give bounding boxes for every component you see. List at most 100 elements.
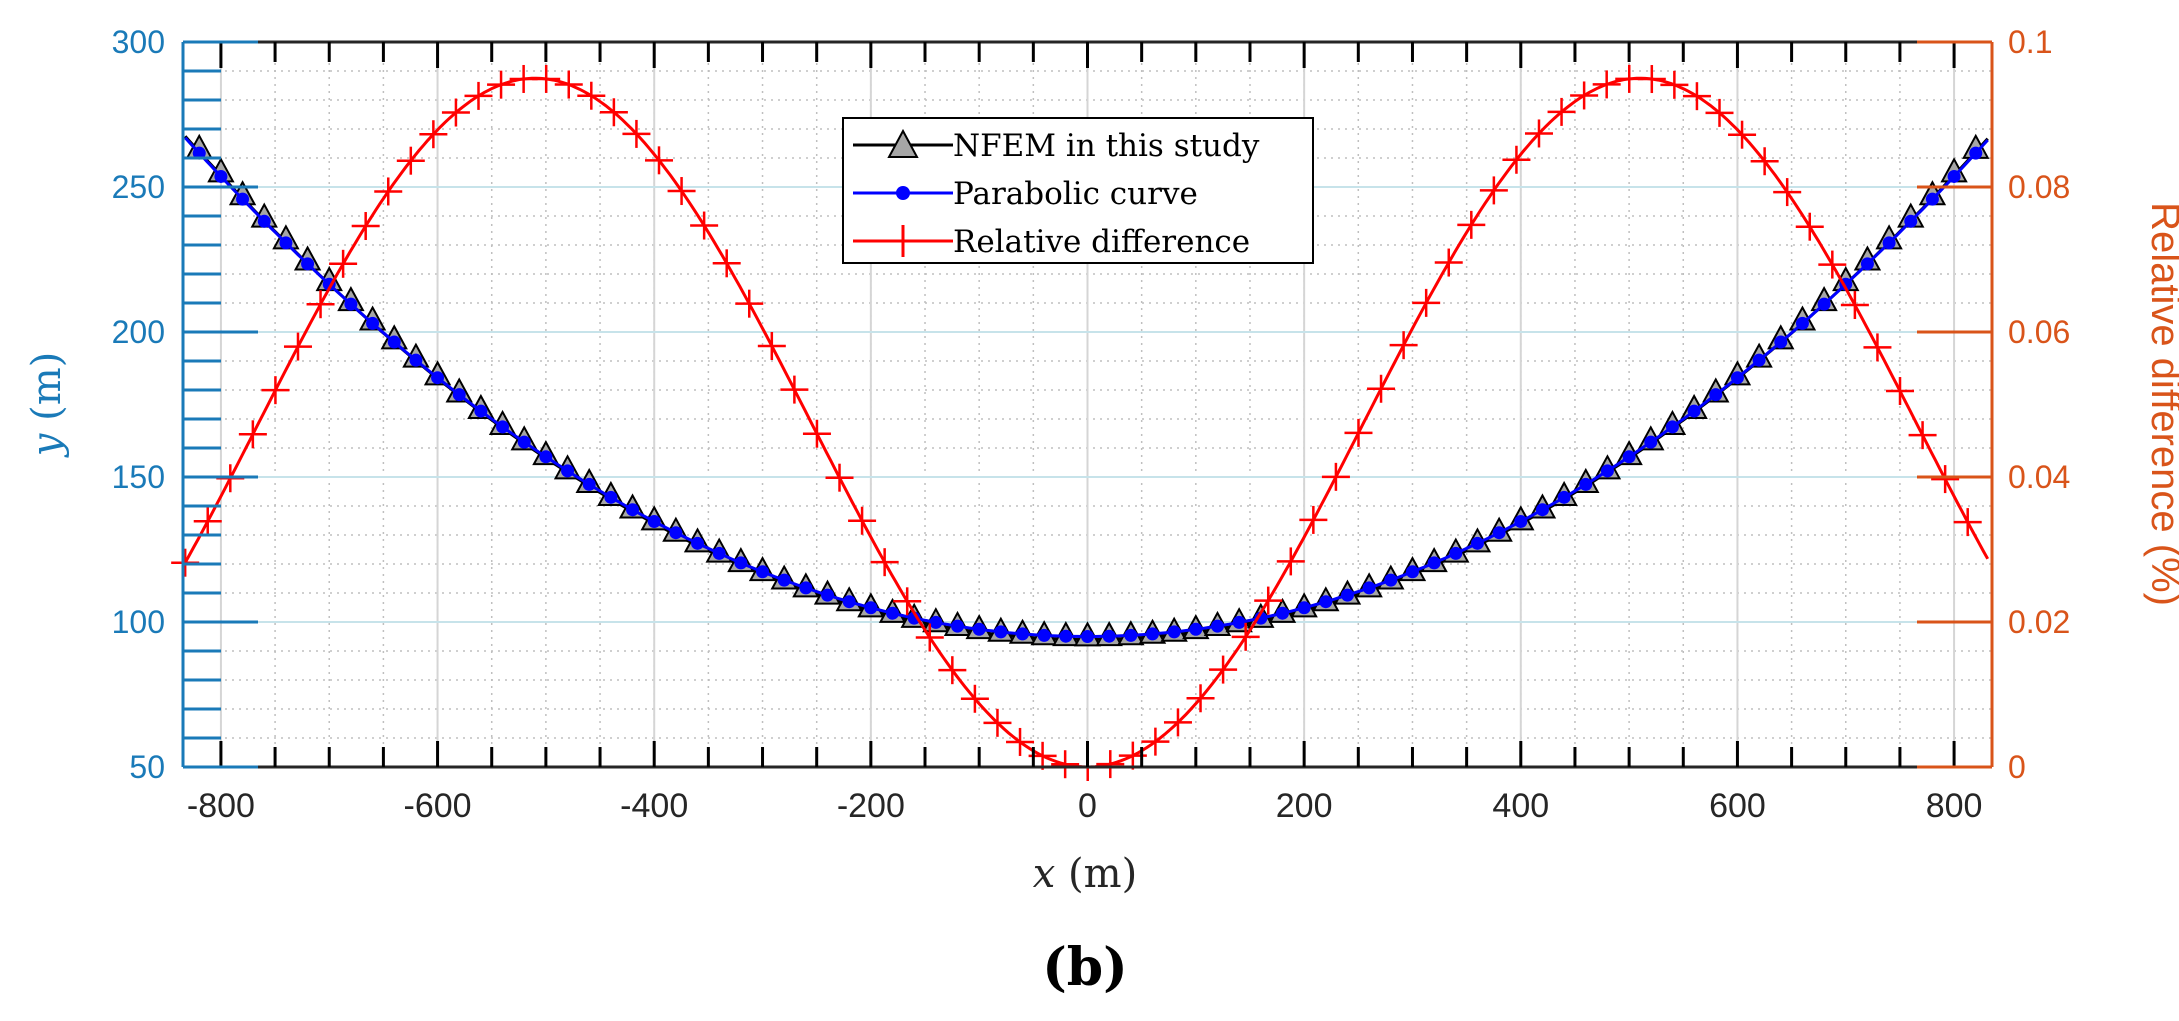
legend-label-nfem: NFEM in this study (953, 128, 1260, 164)
parabolic-marker (1687, 404, 1701, 418)
parabolic-marker (1882, 236, 1896, 250)
parabolic-marker (734, 556, 748, 570)
parabolic-marker (409, 353, 423, 367)
parabolic-marker (1405, 565, 1419, 579)
parabolic-marker (1427, 556, 1441, 570)
parabolic-marker (1709, 388, 1723, 402)
y-left-tick-label: 50 (129, 749, 165, 785)
parabolic-marker (1535, 503, 1549, 517)
parabolic-marker (1925, 192, 1939, 206)
parabolic-marker (1492, 526, 1506, 540)
parabolic-marker (1319, 595, 1333, 609)
parabolic-marker (1969, 146, 1983, 160)
y-left-tick-label: 300 (112, 24, 165, 60)
parabolic-marker (1232, 615, 1246, 629)
parabolic-marker (1470, 536, 1484, 550)
parabolic-marker (582, 477, 596, 491)
parabolic-marker (1795, 316, 1809, 330)
parabolic-marker (1557, 490, 1571, 504)
parabolic-marker (517, 435, 531, 449)
parabolic-marker (1145, 627, 1159, 641)
parabolic-marker (1904, 214, 1918, 228)
legend-box (842, 117, 1314, 264)
y-right-tick-label: 0.04 (2008, 459, 2070, 495)
x-tick-label: -600 (404, 787, 472, 825)
parabolic-marker (496, 420, 510, 434)
parabolic-marker (1102, 629, 1116, 643)
series-layer (171, 64, 1990, 781)
y-right-tick-label: 0 (2008, 749, 2026, 785)
x-tick-label: -800 (187, 787, 255, 825)
x-axis-label: x (m) (1033, 851, 1137, 897)
legend-marker-parabolic (896, 186, 910, 200)
legend-marker-nfem (887, 128, 919, 158)
parabolic-marker (1449, 546, 1463, 560)
parabolic-marker (1665, 420, 1679, 434)
parabolic-marker (1297, 601, 1311, 615)
x-axis-label-unit: (m) (1055, 851, 1137, 897)
parabolic-marker (1947, 169, 1961, 183)
parabolic-marker (1730, 371, 1744, 385)
x-tick-label: 0 (1078, 787, 1097, 825)
y-left-tick-label: 250 (112, 169, 165, 205)
x-tick-label: 800 (1926, 787, 1983, 825)
parabolic-marker (431, 371, 445, 385)
parabolic-marker (452, 388, 466, 402)
x-tick-label: 400 (1492, 787, 1549, 825)
y-left-axis-label-var: y (24, 432, 70, 458)
parabolic-marker (1362, 581, 1376, 595)
parabolic-marker (604, 490, 618, 504)
parabolic-marker (864, 601, 878, 615)
y-left-tick-label: 200 (112, 314, 165, 350)
parabolic-marker (821, 588, 835, 602)
parabolic-marker (1644, 435, 1658, 449)
y-right-tick-label: 0.06 (2008, 314, 2070, 350)
parabolic-marker (344, 297, 358, 311)
x-tick-label: 200 (1276, 787, 1333, 825)
parabolic-marker (712, 546, 726, 560)
panel-label: (b) (1042, 937, 1128, 998)
y-right-tick-label: 0.08 (2008, 169, 2070, 205)
parabolic-marker (1774, 335, 1788, 349)
parabolic-marker (1081, 630, 1094, 643)
x-tick-label: 600 (1709, 787, 1766, 825)
legend-label-reldiff: Relative difference (953, 224, 1250, 260)
parabolic-marker (647, 514, 661, 528)
parabolic-marker (301, 257, 315, 271)
parabolic-marker (929, 615, 943, 629)
parabolic-marker (387, 335, 401, 349)
parabolic-marker (236, 192, 250, 206)
parabolic-marker (951, 619, 965, 633)
parabolic-marker (691, 536, 705, 550)
y-left-axis-label: y (m) (24, 352, 70, 458)
parabolic-marker (1579, 477, 1593, 491)
parabolic-marker (1860, 257, 1874, 271)
parabolic-marker (1622, 450, 1636, 464)
x-tick-label: -400 (620, 787, 688, 825)
parabolic-marker (1600, 464, 1614, 478)
parabolic-marker (561, 464, 575, 478)
parabolic-marker (1124, 628, 1138, 642)
parabolic-marker (777, 573, 791, 587)
y-right-tick-label: 0.1 (2008, 24, 2052, 60)
parabolic-marker (799, 581, 813, 595)
parabolic-marker (539, 450, 553, 464)
y-left-tick-label: 150 (112, 459, 165, 495)
parabolic-marker (907, 611, 921, 625)
parabolic-marker (214, 169, 228, 183)
parabolic-marker (1016, 627, 1030, 641)
y-left-axis-label-unit: (m) (24, 352, 70, 434)
parabolic-marker (972, 622, 986, 636)
parabolic-marker (1254, 611, 1268, 625)
parabolic-marker (756, 565, 770, 579)
parabolic-marker (626, 503, 640, 517)
legend: NFEM in this study Parabolic curve Relat… (842, 117, 1314, 264)
parabolic-marker (842, 595, 856, 609)
parabolic-marker (1514, 514, 1528, 528)
y-left-tick-label: 100 (112, 604, 165, 640)
parabolic-marker (192, 146, 206, 160)
parabolic-marker (1275, 606, 1289, 620)
parabolic-marker (1384, 573, 1398, 587)
parabolic-marker (1059, 629, 1073, 643)
